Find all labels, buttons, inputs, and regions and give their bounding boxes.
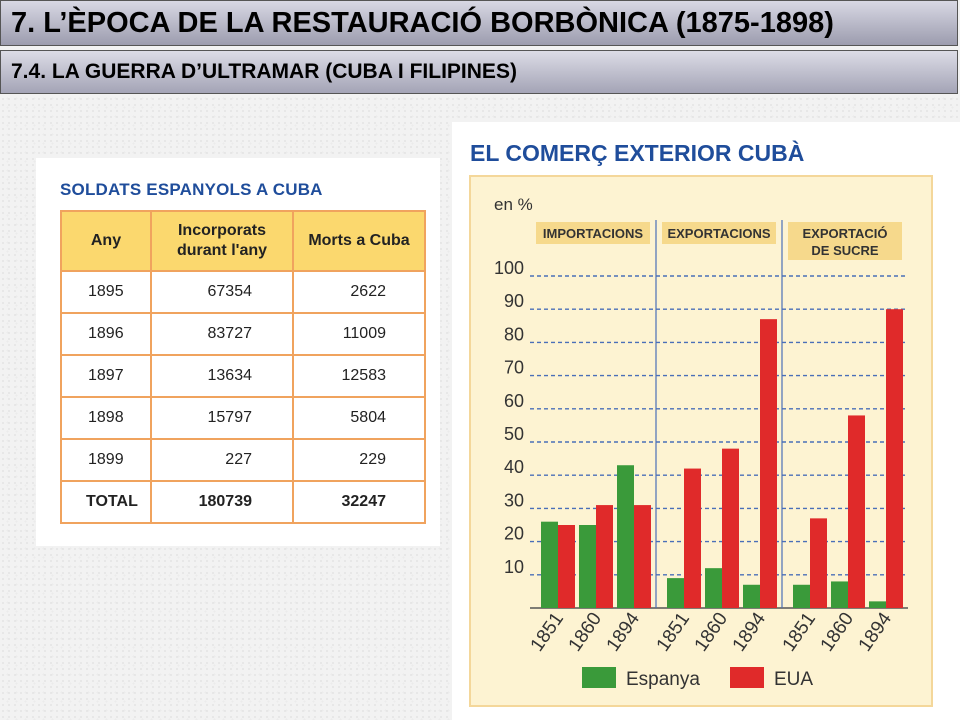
y-tick-label: 100 xyxy=(494,258,524,278)
bar-espanya-1894 xyxy=(869,601,886,608)
bar-espanya-1851 xyxy=(793,584,810,608)
y-tick-label: 10 xyxy=(504,557,524,577)
bar-eua-1894 xyxy=(760,319,777,608)
table-header-row: Any Incorporats durant l'any Morts a Cub… xyxy=(60,210,426,272)
legend-swatch-espanya xyxy=(582,667,616,688)
y-tick-label: 70 xyxy=(504,358,524,378)
table-row: 1899 227 229 xyxy=(60,438,426,482)
cell-incorporated: 15797 xyxy=(150,396,294,440)
table-row: 1896 83727 11009 xyxy=(60,312,426,356)
table-row: 1895 67354 2622 xyxy=(60,270,426,314)
group-header-box xyxy=(662,222,776,244)
y-tick-label: 60 xyxy=(504,391,524,411)
bar-espanya-1851 xyxy=(541,521,558,608)
table-row: 1898 15797 5804 xyxy=(60,396,426,440)
slide-subtitle-text: 7.4. LA GUERRA D’ULTRAMAR (CUBA I FILIPI… xyxy=(11,60,517,83)
table-title: SOLDATS ESPANYOLS A CUBA xyxy=(60,180,323,199)
bar-eua-1851 xyxy=(684,468,701,608)
bar-eua-1860 xyxy=(722,448,739,608)
column-header-incorporated: Incorporats durant l'any xyxy=(150,210,294,272)
trade-bar-chart: en %102030405060708090100IMPORTACIONS185… xyxy=(469,175,933,707)
cell-deaths: 11009 xyxy=(292,312,426,356)
y-tick-label: 20 xyxy=(504,524,524,544)
group-label: IMPORTACIONS xyxy=(543,226,643,241)
slide-title: 7. L’ÈPOCA DE LA RESTAURACIÓ BORBÒNICA (… xyxy=(0,0,958,46)
y-tick-label: 80 xyxy=(504,324,524,344)
cell-total-deaths: 32247 xyxy=(292,480,426,524)
cell-total-incorporated: 180739 xyxy=(150,480,294,524)
cell-deaths: 5804 xyxy=(292,396,426,440)
bar-espanya-1860 xyxy=(579,525,596,608)
group-label: DE SUCRE xyxy=(811,243,879,258)
bar-espanya-1860 xyxy=(831,581,848,608)
slide-subtitle: 7.4. LA GUERRA D’ULTRAMAR (CUBA I FILIPI… xyxy=(0,50,958,94)
cell-year: 1896 xyxy=(60,312,152,356)
group-header-box xyxy=(536,222,650,244)
cell-year: 1898 xyxy=(60,396,152,440)
bar-eua-1860 xyxy=(848,415,865,608)
bar-eua-1851 xyxy=(810,518,827,608)
soldiers-table-panel: SOLDATS ESPANYOLS A CUBA Any Incorporats… xyxy=(36,158,440,546)
cell-year: 1899 xyxy=(60,438,152,482)
group-label: EXPORTACIÓ xyxy=(803,226,888,241)
table-total-row: TOTAL 180739 32247 xyxy=(60,480,426,524)
group-label: EXPORTACIONS xyxy=(667,226,770,241)
slide-title-text: 7. L’ÈPOCA DE LA RESTAURACIÓ BORBÒNICA (… xyxy=(11,6,834,39)
cell-incorporated: 83727 xyxy=(150,312,294,356)
y-tick-label: 90 xyxy=(504,291,524,311)
bar-eua-1851 xyxy=(558,525,575,608)
group-header-box xyxy=(788,222,902,260)
chart-title: EL COMERÇ EXTERIOR CUBÀ xyxy=(470,140,805,166)
legend-swatch-eua xyxy=(730,667,764,688)
legend-label: Espanya xyxy=(626,669,700,690)
cell-incorporated: 227 xyxy=(150,438,294,482)
trade-chart-panel: EL COMERÇ EXTERIOR CUBÀ en % 10 20 30 40 50 60… xyxy=(452,122,960,720)
cell-total-label: TOTAL xyxy=(60,480,152,524)
y-tick-label: 40 xyxy=(504,457,524,477)
bar-espanya-1894 xyxy=(743,584,760,608)
bar-espanya-1894 xyxy=(617,465,634,608)
y-tick-label: 30 xyxy=(504,490,524,510)
bar-eua-1894 xyxy=(886,309,903,608)
table-row: 1897 13634 12583 xyxy=(60,354,426,398)
cell-year: 1897 xyxy=(60,354,152,398)
column-header-year: Any xyxy=(60,210,152,272)
y-axis-unit-label: en % xyxy=(494,195,533,214)
bar-eua-1860 xyxy=(596,505,613,608)
legend-label: EUA xyxy=(774,669,813,690)
cell-year: 1895 xyxy=(60,270,152,314)
cell-incorporated: 13634 xyxy=(150,354,294,398)
column-header-deaths: Morts a Cuba xyxy=(292,210,426,272)
cell-incorporated: 67354 xyxy=(150,270,294,314)
bar-espanya-1860 xyxy=(705,568,722,608)
cell-deaths: 12583 xyxy=(292,354,426,398)
cell-deaths: 2622 xyxy=(292,270,426,314)
soldiers-table: Any Incorporats durant l'any Morts a Cub… xyxy=(60,210,426,524)
bar-eua-1894 xyxy=(634,505,651,608)
cell-deaths: 229 xyxy=(292,438,426,482)
bar-espanya-1851 xyxy=(667,578,684,608)
y-tick-label: 50 xyxy=(504,424,524,444)
